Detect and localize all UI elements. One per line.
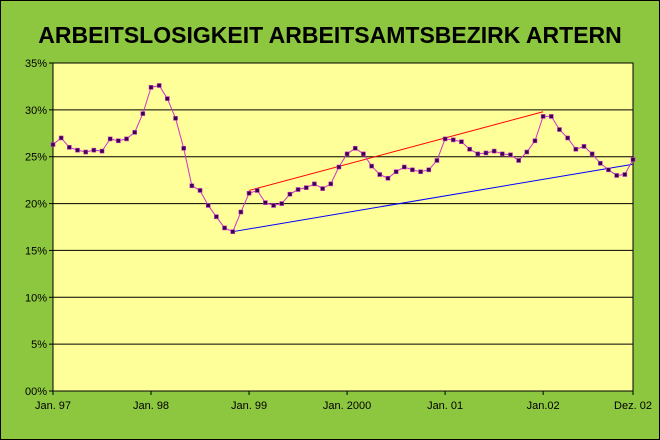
data-point [148,85,154,90]
data-point [75,147,80,153]
data-point [271,203,276,208]
y-tick-label: 25% [25,152,47,164]
y-tick-label: 10% [25,292,47,304]
x-tick-label: Jan. 2000 [323,400,371,412]
chart-title: ARBEITSLOSIGKEIT ARBEITSAMTSBEZIRK ARTER… [38,22,622,48]
data-point [508,152,513,158]
data-point [450,137,456,143]
data-point [401,164,407,170]
data-point [352,145,358,151]
data-point [630,157,636,162]
x-tick-label: Jan. 01 [427,400,463,412]
data-point [467,146,472,152]
data-point [320,186,325,191]
data-point [336,164,342,170]
data-point [58,135,64,141]
data-point [132,130,137,135]
y-tick-label: 20% [25,199,47,211]
data-point [230,229,236,234]
data-point [385,175,391,181]
y-tick-label: 5% [31,339,47,351]
data-point [557,127,562,132]
data-point [156,83,162,88]
series-layer [50,83,636,234]
data-point [442,136,448,142]
data-point [483,150,489,156]
data-point [214,214,219,219]
data-point [91,147,97,153]
y-tick-label: 30% [25,105,47,117]
data-point [140,111,146,116]
x-tick-label: Dez. 02 [614,400,652,412]
data-point [344,151,350,157]
data-point [287,191,293,197]
x-tick-label: Jan. 99 [231,400,267,412]
data-point [189,183,195,189]
y-tick-label: 35% [25,58,47,70]
data-point [377,172,383,177]
plot-area [52,62,634,392]
data-point [393,169,399,175]
data-point [459,139,464,145]
data-point [589,151,595,157]
trend-lines [232,111,634,233]
data-point [369,163,374,169]
data-point [581,144,587,149]
data-point [598,160,603,166]
data-point [83,149,88,155]
data-point [516,158,521,163]
data-point [50,142,56,147]
data-point [124,136,129,142]
data-point [361,151,366,157]
data-point [328,181,334,187]
data-point [173,115,178,121]
trend-line [248,111,544,191]
data-point [622,172,628,177]
data-point [532,138,538,144]
x-tick-label: Jan. 98 [133,400,169,412]
data-point [107,136,113,142]
data-point [205,203,211,208]
x-tick-label: Jan.02 [527,400,560,412]
data-point [606,167,611,173]
data-point [254,188,260,193]
data-point [165,96,170,101]
y-tick-label: 00% [25,386,47,398]
data-point [565,135,570,141]
data-point [116,138,121,144]
y-tick-label: 15% [25,245,47,257]
data-point [295,187,301,192]
data-point [426,167,432,173]
data-point [491,148,497,154]
data-point [181,145,187,151]
trend-line [232,163,634,233]
data-point [410,167,415,173]
x-tick-label: Jan. 97 [35,400,71,412]
data-point [573,146,579,152]
data-point [238,209,244,215]
data-point [524,149,530,155]
data-point [549,114,554,119]
data-point [303,185,309,190]
data-point [614,173,619,178]
series-line [52,84,634,233]
data-point [263,200,268,205]
data-point [197,188,203,193]
data-point [279,201,285,206]
gridlines [53,109,633,345]
data-point [418,169,423,175]
data-point [499,151,505,157]
data-point [434,158,440,163]
data-point [222,225,227,231]
data-point [475,151,481,157]
data-point [67,145,72,150]
data-point [312,181,317,187]
data-point [99,148,105,154]
axes: 00% 5% 10% 15% 20% 25% 30% 35% Jan. 97 Jan. 98 Jan… [25,58,652,412]
data-point [540,114,546,119]
data-point [246,190,252,196]
